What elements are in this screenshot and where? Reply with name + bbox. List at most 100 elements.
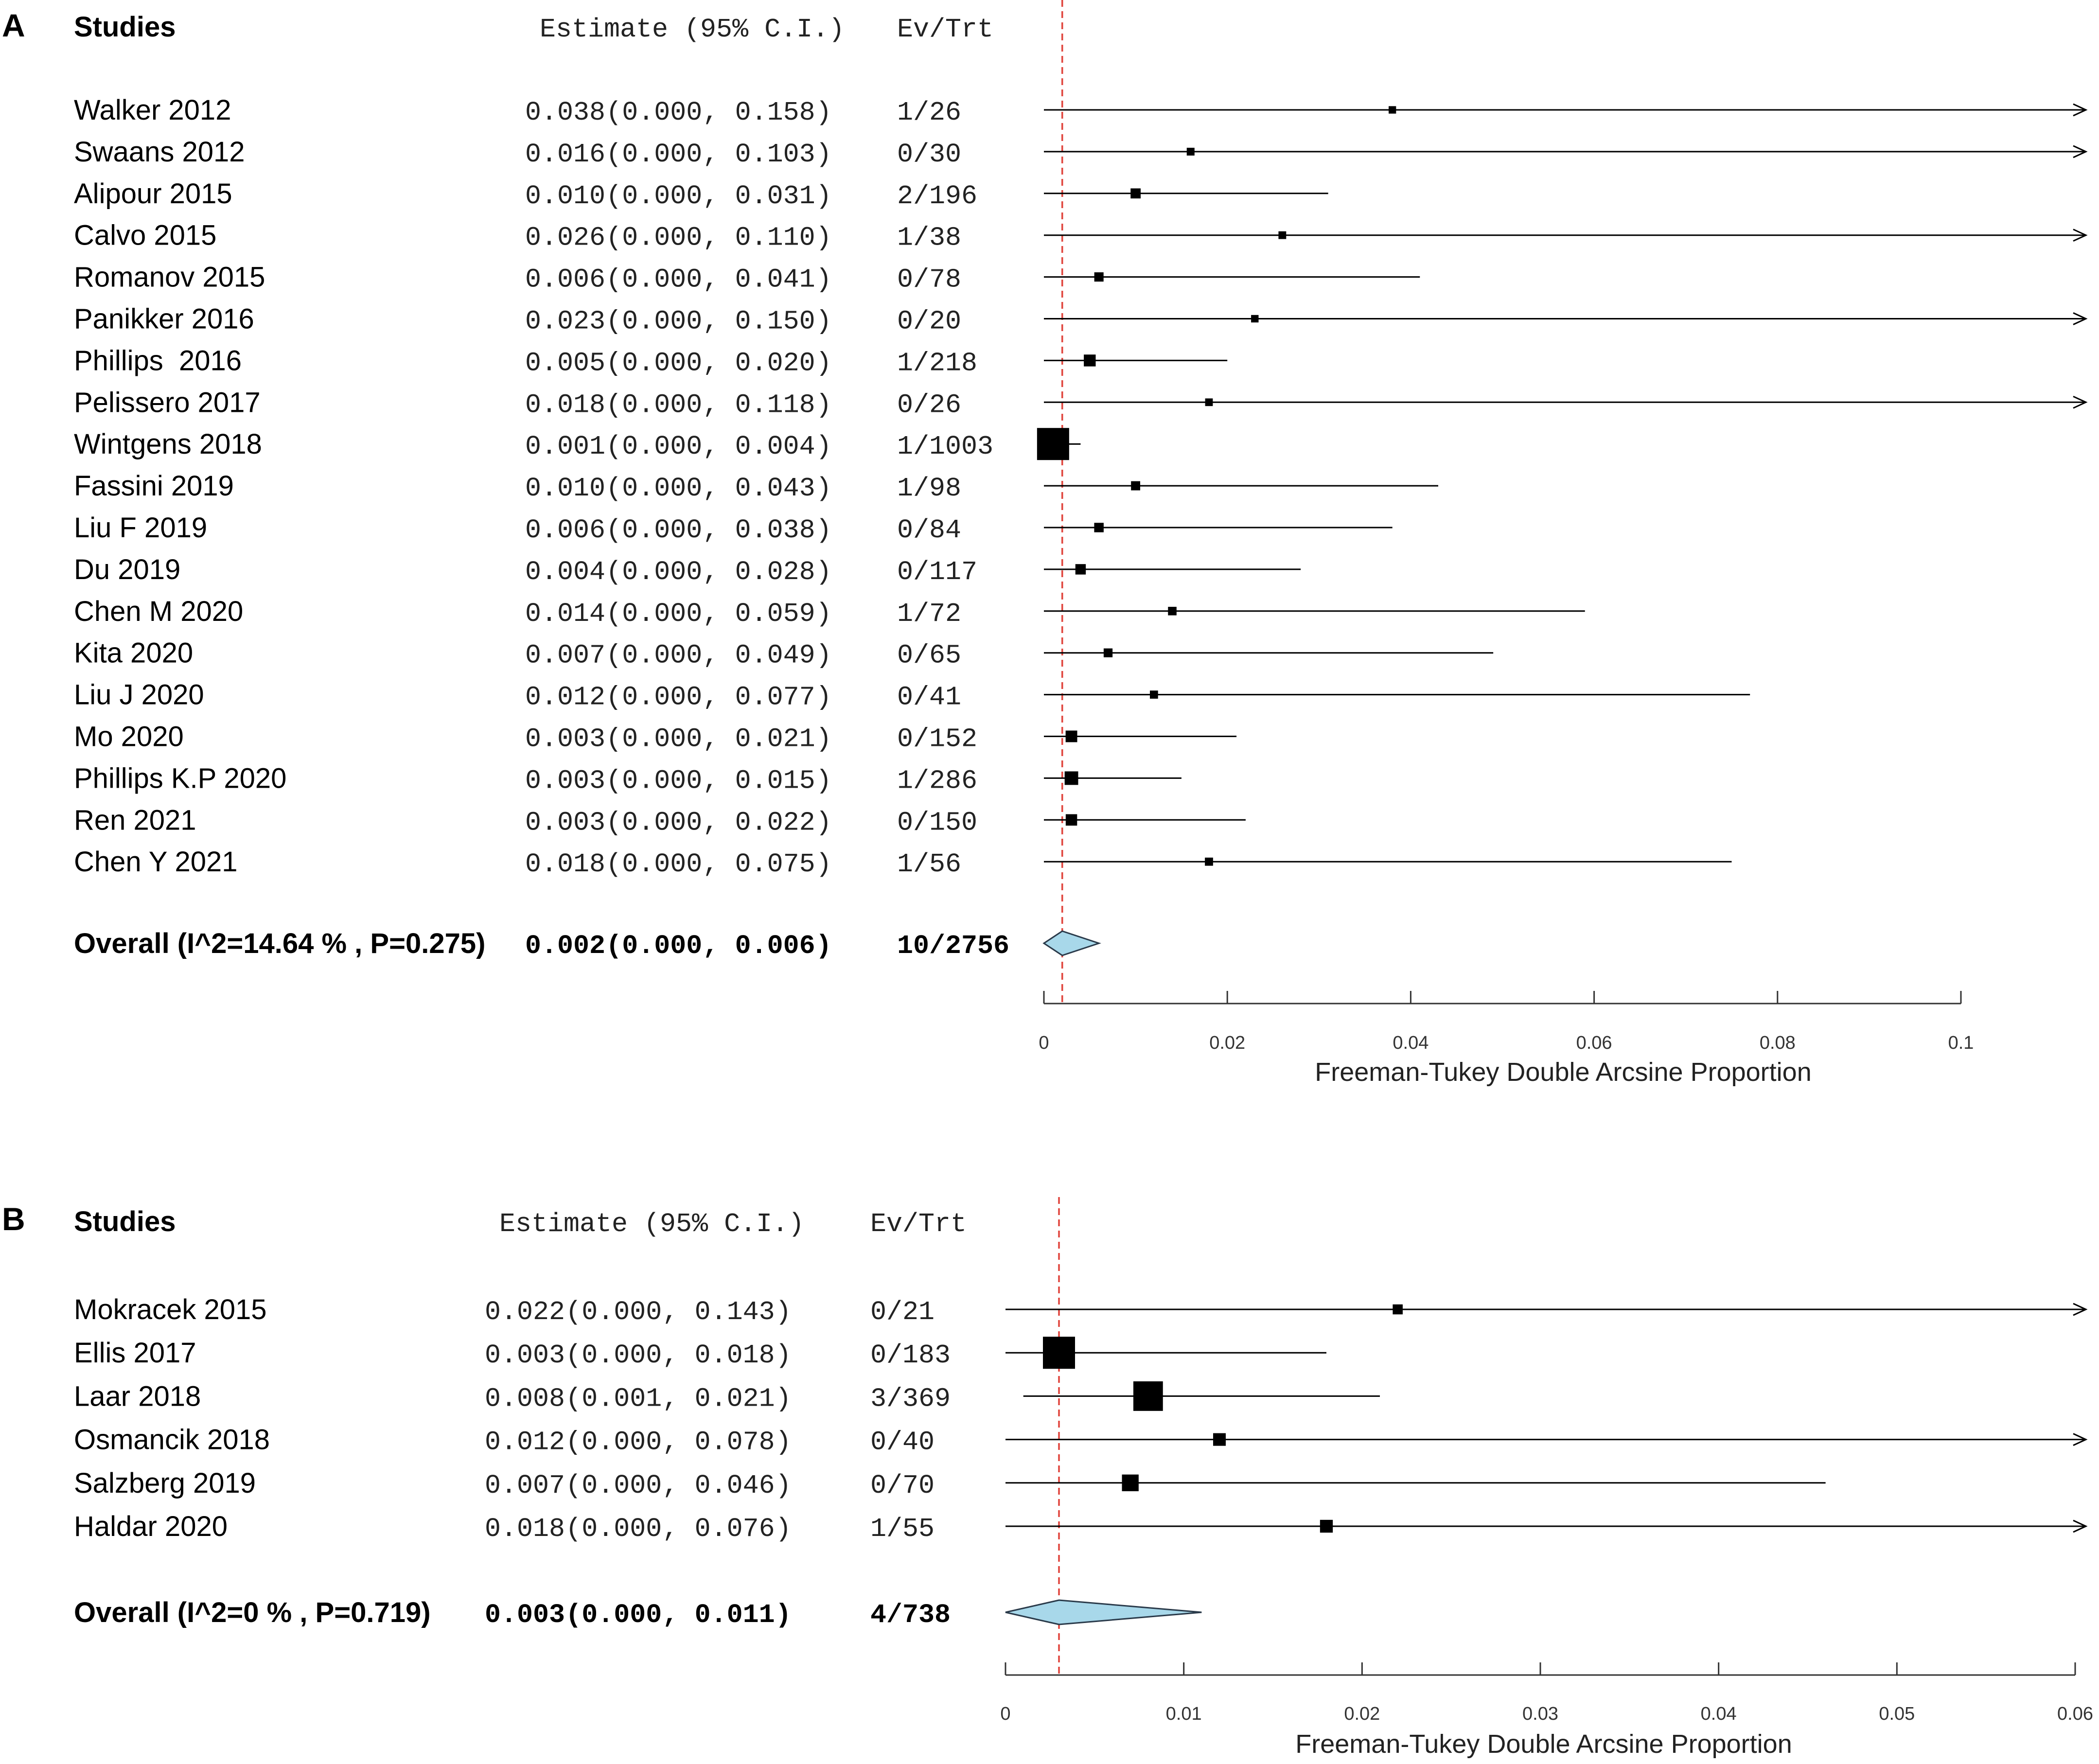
ci-close-paren: ) xyxy=(776,1600,792,1630)
study-events: 0/183 xyxy=(870,1340,951,1371)
study-estimate: 0.004 xyxy=(525,557,605,587)
point-estimate xyxy=(1037,428,1069,460)
ci-open-paren: ( xyxy=(606,389,622,420)
study-ci-upper: 0.041 xyxy=(735,265,815,295)
point-estimate xyxy=(1168,607,1177,616)
estimate-header: Estimate (95% C.I.) xyxy=(499,1209,804,1239)
study-ci-upper: 0.038 xyxy=(735,515,815,546)
study-estimate: 0.001 xyxy=(525,431,605,462)
estimate-header: Estimate (95% C.I.) xyxy=(540,14,845,45)
overall-ci-lower: 0.000 xyxy=(622,931,702,961)
ci-open-paren: ( xyxy=(565,1383,582,1414)
study-row: Walker 2012 0.038 0.000 0.158 (,) 1/26 xyxy=(74,94,2088,128)
study-ci-lower: 0.000 xyxy=(622,765,702,796)
study-ci-lower: 0.000 xyxy=(622,515,702,546)
study-events: 0/21 xyxy=(870,1297,935,1327)
ci-close-paren: ) xyxy=(816,223,832,253)
study-estimate: 0.003 xyxy=(485,1340,565,1371)
study-estimate: 0.007 xyxy=(525,640,605,671)
ci-separator: , xyxy=(662,1514,678,1544)
ci-close-paren: ) xyxy=(776,1427,792,1458)
study-row: Swaans 2012 0.016 0.000 0.103 (,) 0/30 xyxy=(74,136,2088,170)
ci-open-paren: ( xyxy=(606,807,622,838)
study-ci-lower: 0.000 xyxy=(582,1427,662,1458)
ci-separator: , xyxy=(703,724,719,755)
study-ci-lower: 0.000 xyxy=(622,640,702,671)
study-name: Swaans 2012 xyxy=(74,136,245,168)
study-name: Walker 2012 xyxy=(74,94,231,126)
study-events: 1/1003 xyxy=(897,431,993,462)
study-estimate: 0.038 xyxy=(525,97,605,128)
study-events: 0/150 xyxy=(897,807,977,838)
ci-open-paren: ( xyxy=(606,557,622,587)
study-estimate: 0.016 xyxy=(525,139,605,170)
ci-separator: , xyxy=(662,1297,678,1327)
study-estimate: 0.007 xyxy=(485,1470,565,1501)
study-estimate: 0.018 xyxy=(525,389,605,420)
ci-separator: , xyxy=(703,139,719,170)
study-events: 0/152 xyxy=(897,724,977,755)
study-name: Ellis 2017 xyxy=(74,1337,196,1369)
x-tick-label: 0.02 xyxy=(1209,1033,1245,1053)
ci-open-paren: ( xyxy=(606,640,622,671)
overall-ci-upper: 0.006 xyxy=(735,931,815,961)
ci-open-paren: ( xyxy=(606,599,622,629)
ci-separator: , xyxy=(703,557,719,587)
study-events: 1/286 xyxy=(897,765,977,796)
x-tick-label: 0.04 xyxy=(1393,1033,1429,1053)
study-ci-upper: 0.075 xyxy=(735,849,815,880)
ci-open-paren: ( xyxy=(606,181,622,212)
ci-separator: , xyxy=(703,765,719,796)
ci-open-paren: ( xyxy=(606,265,622,295)
ci-open-paren: ( xyxy=(565,1514,582,1544)
study-ci-lower: 0.000 xyxy=(622,473,702,504)
point-estimate xyxy=(1393,1304,1403,1315)
study-ci-upper: 0.150 xyxy=(735,306,815,337)
study-events: 1/56 xyxy=(897,849,961,880)
ci-close-paren: ) xyxy=(816,557,832,587)
study-ci-lower: 0.000 xyxy=(582,1470,662,1501)
point-estimate xyxy=(1131,481,1141,491)
study-ci-upper: 0.103 xyxy=(735,139,815,170)
overall-estimate: 0.003 xyxy=(485,1600,565,1630)
ci-close-paren: ) xyxy=(816,389,832,420)
study-name: Laar 2018 xyxy=(74,1380,201,1412)
study-estimate: 0.003 xyxy=(525,765,605,796)
study-ci-upper: 0.110 xyxy=(735,223,815,253)
ci-separator: , xyxy=(703,431,719,462)
study-row: Phillips K.P 2020 0.003 0.000 0.015 (,) 1/286 xyxy=(74,762,1182,796)
ci-close-paren: ) xyxy=(816,97,832,128)
study-ci-lower: 0.000 xyxy=(622,557,702,587)
ci-arrow xyxy=(2073,1519,2088,1533)
study-estimate: 0.018 xyxy=(485,1514,565,1544)
study-estimate: 0.012 xyxy=(485,1427,565,1458)
study-name: Haldar 2020 xyxy=(74,1511,228,1542)
study-ci-lower: 0.000 xyxy=(622,348,702,378)
study-ci-lower: 0.000 xyxy=(582,1297,662,1327)
study-name: Salzberg 2019 xyxy=(74,1467,256,1499)
study-events: 1/26 xyxy=(897,97,961,128)
x-axis-title: Freeman-Tukey Double Arcsine Proportion xyxy=(1315,1058,1811,1087)
ci-open-paren: ( xyxy=(606,431,622,462)
study-ci-upper: 0.143 xyxy=(695,1297,775,1327)
x-axis-title: Freeman-Tukey Double Arcsine Proportion xyxy=(1295,1729,1792,1759)
study-events: 0/41 xyxy=(897,682,961,713)
study-name: Fassini 2019 xyxy=(74,470,234,502)
study-row: Ren 2021 0.003 0.000 0.022 (,) 0/150 xyxy=(74,804,1246,838)
point-estimate xyxy=(1130,188,1141,199)
point-estimate xyxy=(1103,648,1113,657)
overall-events: 10/2756 xyxy=(897,931,1009,961)
study-ci-lower: 0.000 xyxy=(622,389,702,420)
study-ci-lower: 0.000 xyxy=(582,1514,662,1544)
ci-open-paren: ( xyxy=(606,849,622,880)
x-tick-label: 0.01 xyxy=(1166,1704,1202,1724)
ci-close-paren: ) xyxy=(776,1383,792,1414)
ci-open-paren: ( xyxy=(606,931,622,961)
study-ci-upper: 0.022 xyxy=(735,807,815,838)
study-row: Liu J 2020 0.012 0.000 0.077 (,) 0/41 xyxy=(74,679,1750,713)
ci-separator: , xyxy=(703,640,719,671)
study-row: Chen M 2020 0.014 0.000 0.059 (,) 1/72 xyxy=(74,596,1585,629)
study-events: 1/55 xyxy=(870,1514,935,1544)
study-name: Liu J 2020 xyxy=(74,679,204,711)
